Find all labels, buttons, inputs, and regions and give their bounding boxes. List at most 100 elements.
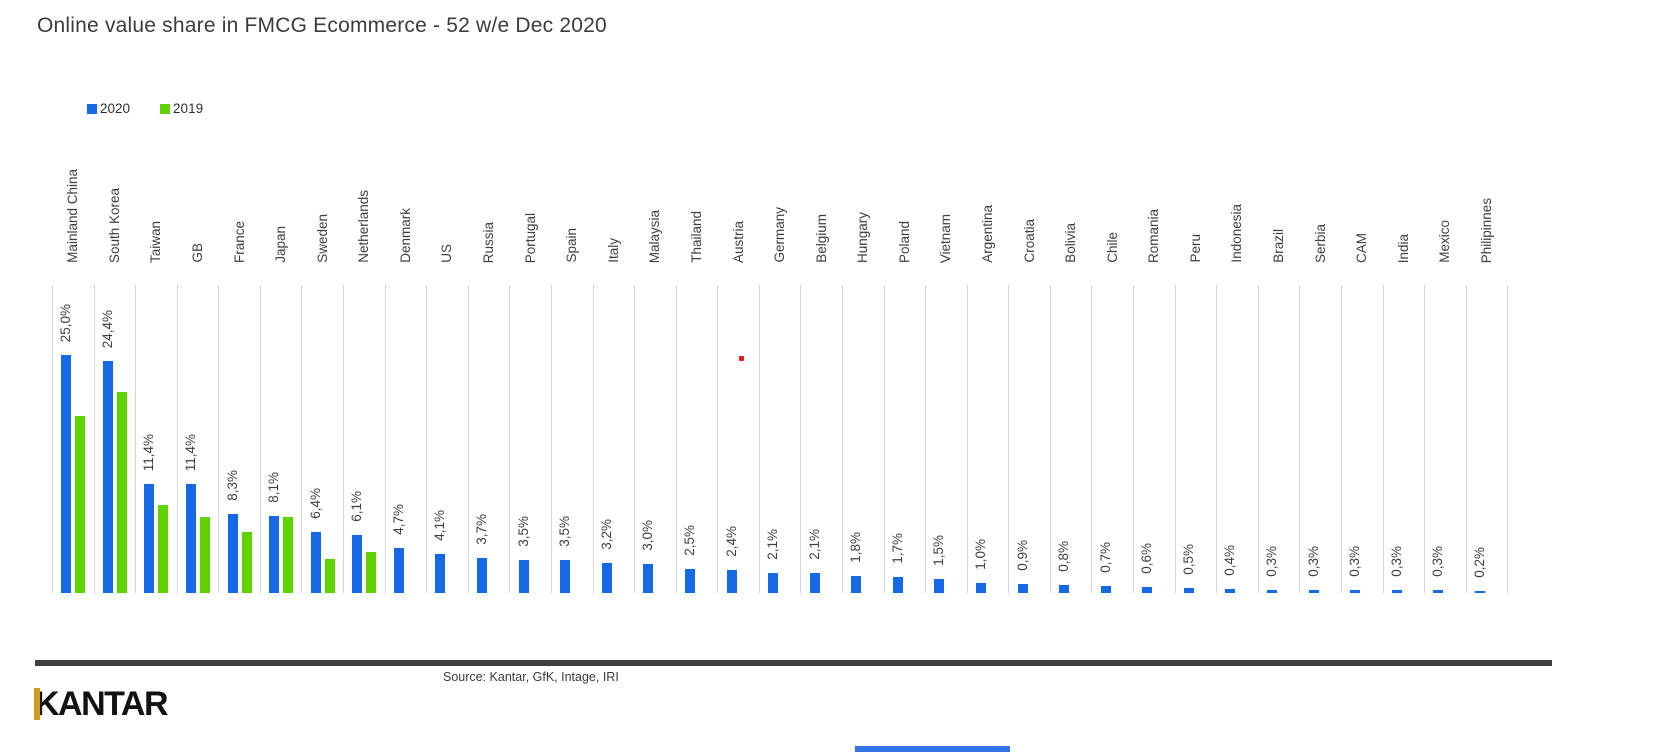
country-column: Italy 3,2% [592,238,635,593]
value-label: 3,5% [515,516,531,547]
country-label: Peru [1187,234,1203,263]
legend-item-2020: 2020 [87,101,130,116]
bar-2020 [643,564,654,593]
bar-pair [926,579,967,593]
country-label: Sweden [314,214,330,263]
footer-divider [35,660,1552,666]
bar-pair [1300,590,1341,593]
country-label: Philipinnes [1478,197,1494,263]
kantar-logo: KANTAR [34,686,169,722]
bar-pair [1342,590,1383,593]
source-text: Source: Kantar, GfK, Intage, IRI [443,670,619,684]
value-label: 2,1% [806,529,822,560]
bar-pair [594,563,635,593]
country-label: Romania [1146,208,1162,263]
value-label: 11,4% [141,433,157,471]
country-label: Spain [564,228,580,263]
country-label: Mexico [1437,220,1453,263]
bar-pair [718,570,759,593]
value-label: 3,2% [598,519,614,550]
bar-pair [510,560,551,593]
country-label: South Korea [106,187,122,263]
value-label: 2,4% [723,526,739,557]
bar-2020 [393,548,404,593]
bar-pair [261,516,302,593]
country-column: Russia 3,7% [467,222,510,593]
bar-2020 [186,484,197,593]
country-column: Spain 3,5% [550,228,593,593]
bar-pair [1217,589,1258,593]
bar-2019 [75,416,86,593]
chart-title: Online value share in FMCG Ecommerce - 5… [37,14,607,37]
value-label: 0,4% [1222,545,1238,576]
bar-pair [677,569,718,593]
country-label: Mainland China [65,169,81,263]
country-column: Malaysia 3,0% [634,210,676,593]
country-column: Brazil 0,3% [1257,229,1300,593]
bar-pair [469,558,510,593]
country-column: Germany 2,1% [758,207,801,593]
value-label: 0,3% [1264,546,1280,577]
country-column: Taiwan 11,4% [135,221,177,593]
country-label: Bolivia [1063,223,1079,263]
country-column: Japan 8,1% [259,226,302,593]
country-column: Bolivia 0,8% [1049,223,1092,593]
value-label: 4,7% [390,504,406,535]
value-label: 8,1% [266,472,282,503]
value-label: 0,3% [1430,546,1446,577]
legend-swatch-2020-icon [87,103,97,114]
value-label: 24,4% [99,309,115,348]
bar-2020 [61,355,72,593]
bar-2020 [768,573,779,593]
value-label: 4,1% [432,510,448,541]
country-label: Indonesia [1229,204,1245,263]
value-label: 0,6% [1139,543,1155,574]
bar-2020 [1350,590,1361,593]
value-label: 1,5% [931,535,947,566]
bar-pair [1134,587,1175,593]
country-column: Poland 1,7% [883,221,926,593]
country-label: Hungary [855,211,871,263]
country-column: Mainland China 25,0% [52,169,94,593]
country-label: Netherlands [356,190,372,263]
bar-2019 [200,517,211,593]
value-label: 0,3% [1388,546,1404,577]
legend-label-2019: 2019 [173,101,204,116]
bar-pair [635,564,676,593]
bar-2019 [116,392,127,593]
bar-2020 [435,554,446,593]
bar-2020 [1017,584,1028,593]
bar-2020 [726,570,737,593]
bar-2020 [560,560,571,593]
bar-pair [1092,586,1133,593]
bar-2020 [352,535,363,593]
value-label: 3,0% [640,520,656,551]
plot-area: Mainland China 25,0% South Korea 24,4% Taiwa… [52,169,1509,593]
bar-2020 [269,516,280,593]
country-label: Denmark [397,208,413,263]
bar-2020 [1100,586,1111,593]
value-label: 8,3% [224,470,240,501]
country-column: Romania 0,6% [1133,209,1175,593]
bar-pair [219,514,260,593]
country-label: Italy [605,238,621,263]
bar-pair [386,548,427,593]
value-label: 3,7% [474,514,490,545]
bar-2020 [976,583,986,593]
bar-pair [801,573,842,593]
country-column: Chile 0,7% [1091,232,1133,593]
bar-2020 [1433,590,1444,593]
bar-2020 [1267,590,1278,593]
country-column: Serbia 0,3% [1299,224,1341,593]
country-column: Indonesia 0,4% [1216,204,1258,593]
legend-label-2020: 2020 [100,101,131,116]
bar-2020 [310,532,321,593]
value-label: 1,0% [973,539,988,570]
bar-pair [344,535,385,593]
value-label: 0,3% [1305,546,1321,577]
bar-2020 [477,558,488,593]
country-column: France 8,3% [218,221,260,593]
bar-2020 [1142,587,1153,593]
country-column: GB 11,4% [176,243,219,593]
bar-pair [1425,590,1466,593]
